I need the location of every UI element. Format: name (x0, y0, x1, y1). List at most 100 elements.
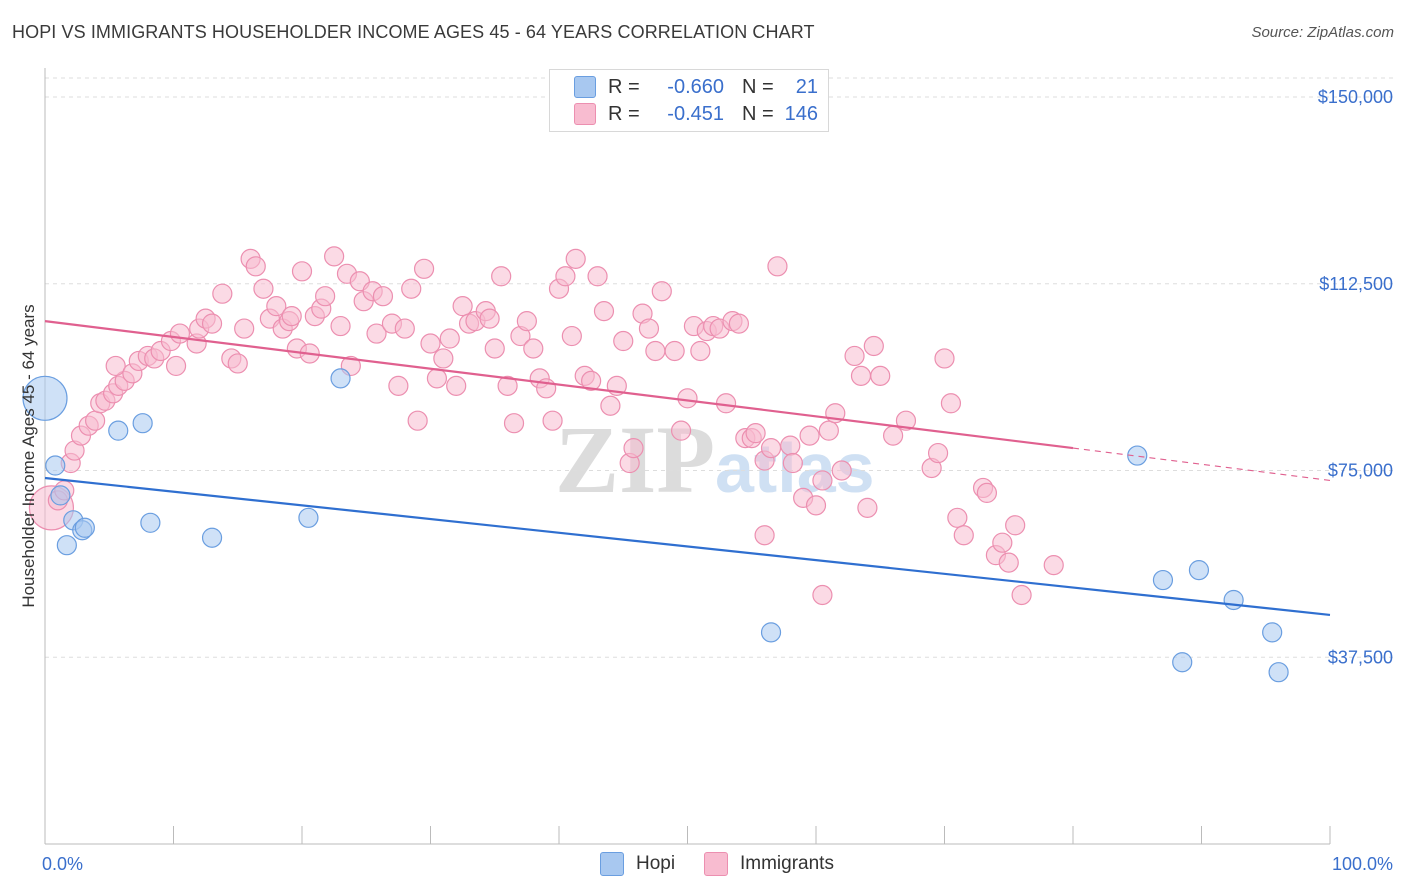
immigrants-point-7 (85, 410, 106, 431)
immigrants-point-127 (882, 425, 904, 446)
hopi-point-17 (1188, 559, 1210, 581)
immigrants-point-39 (291, 261, 313, 282)
immigrants-swatch (574, 103, 596, 125)
hopi-r-label: R = (608, 75, 640, 98)
immigrants-point-21 (165, 355, 187, 377)
immigrants-point-113 (780, 435, 801, 456)
immigrants-point-84 (581, 370, 602, 391)
immigrants-point-60 (426, 368, 448, 389)
bottom-immigrants-swatch (704, 852, 728, 876)
immigrants-point-117 (805, 495, 827, 516)
immigrants-r-value: -0.451 (667, 102, 724, 125)
hopi-point-20 (1268, 662, 1289, 683)
immigrants-point-136 (976, 482, 998, 504)
immigrants-trend-extension (1072, 447, 1331, 482)
hopi-n-value: 21 (795, 75, 818, 98)
immigrants-point-45 (330, 315, 351, 337)
hopi-points (22, 368, 1289, 683)
hopi-point-8 (132, 413, 153, 434)
immigrants-point-91 (623, 437, 644, 459)
immigrants-r-label: R = (608, 102, 640, 125)
immigrants-point-85 (587, 266, 608, 287)
bottom-hopi-label: Hopi (636, 853, 676, 874)
immigrants-point-52 (372, 286, 394, 307)
immigrants-point-70 (491, 266, 512, 287)
hopi-point-16 (1172, 652, 1193, 673)
immigrants-point-56 (401, 278, 422, 299)
immigrants-point-143 (754, 525, 775, 546)
immigrants-point-20 (169, 323, 191, 344)
hopi-point-10 (201, 527, 223, 548)
immigrants-point-114 (782, 452, 803, 474)
hopi-swatch (574, 76, 596, 98)
hopi-n-label: N = (742, 75, 774, 98)
immigrants-point-34 (266, 296, 287, 317)
immigrants-point-128 (895, 410, 917, 431)
hopi-point-0 (22, 375, 68, 421)
immigrants-point-125 (863, 335, 884, 357)
immigrants-point-116 (799, 425, 820, 446)
hopi-point-18 (1223, 589, 1244, 611)
hopi-trend-line (44, 476, 1331, 617)
axes (44, 68, 1331, 845)
immigrants-point-64 (452, 296, 473, 317)
hopi-point-7 (108, 420, 129, 441)
immigrants-point-134 (953, 525, 974, 546)
immigrants-point-71 (497, 375, 518, 396)
immigrants-point-112 (767, 256, 788, 277)
immigrants-point-93 (638, 318, 660, 339)
immigrants-point-80 (555, 266, 576, 287)
immigrants-n-label: N = (742, 102, 774, 125)
y-tick-label-3: $150,000 (1318, 87, 1393, 107)
hopi-point-6 (74, 517, 95, 538)
immigrants-point-69 (484, 338, 505, 359)
chart-title: HOPI VS IMMIGRANTS HOUSEHOLDER INCOME AG… (12, 22, 815, 42)
hopi-point-19 (1262, 622, 1283, 643)
immigrants-point-98 (677, 388, 698, 409)
hopi-point-15 (1152, 569, 1174, 591)
immigrants-point-51 (366, 323, 387, 344)
hopi-r-value: -0.660 (667, 75, 724, 98)
immigrants-point-75 (523, 338, 544, 359)
immigrants-point-96 (664, 340, 685, 362)
immigrants-point-28 (227, 353, 248, 374)
immigrants-point-126 (870, 365, 891, 386)
immigrants-point-13 (105, 355, 126, 377)
immigrants-point-63 (446, 375, 467, 396)
x-tick-label-min: 0.0% (42, 854, 83, 874)
hopi-point-12 (330, 368, 351, 389)
immigrants-point-94 (645, 340, 666, 362)
immigrants-point-133 (947, 507, 968, 528)
immigrants-point-106 (728, 313, 750, 334)
immigrants-point-87 (600, 395, 621, 416)
y-tick-label-1: $75,000 (1328, 461, 1393, 481)
immigrants-point-97 (670, 420, 692, 441)
bottom-legend-hopi: Hopi (600, 852, 675, 876)
immigrants-point-58 (413, 258, 435, 279)
immigrants-point-89 (613, 330, 634, 352)
x-tick-label-max: 100.0% (1332, 854, 1393, 874)
immigrants-point-100 (690, 340, 711, 362)
immigrants-point-54 (388, 375, 409, 396)
bottom-immigrants-label: Immigrants (740, 853, 834, 874)
source-label: Source: ZipAtlas.com (1251, 24, 1394, 41)
immigrants-point-123 (850, 365, 872, 386)
immigrants-point-144 (812, 584, 833, 606)
immigrants-point-124 (857, 497, 878, 518)
hopi-point-3 (56, 535, 77, 556)
immigrants-point-81 (561, 325, 582, 347)
immigrants-point-55 (394, 318, 415, 339)
immigrants-point-57 (407, 410, 428, 431)
immigrants-point-109 (745, 423, 766, 444)
immigrants-point-111 (760, 437, 782, 459)
bottom-hopi-swatch (600, 852, 624, 876)
trend-lines (44, 320, 1331, 617)
hopi-point-11 (298, 507, 319, 528)
immigrants-points (28, 246, 1064, 606)
y-axis-title: Householder Income Ages 45 - 64 years (19, 304, 38, 607)
immigrants-point-72 (503, 413, 525, 434)
immigrants-point-142 (1043, 555, 1064, 576)
immigrants-point-59 (420, 333, 441, 354)
immigrants-point-43 (315, 286, 336, 307)
